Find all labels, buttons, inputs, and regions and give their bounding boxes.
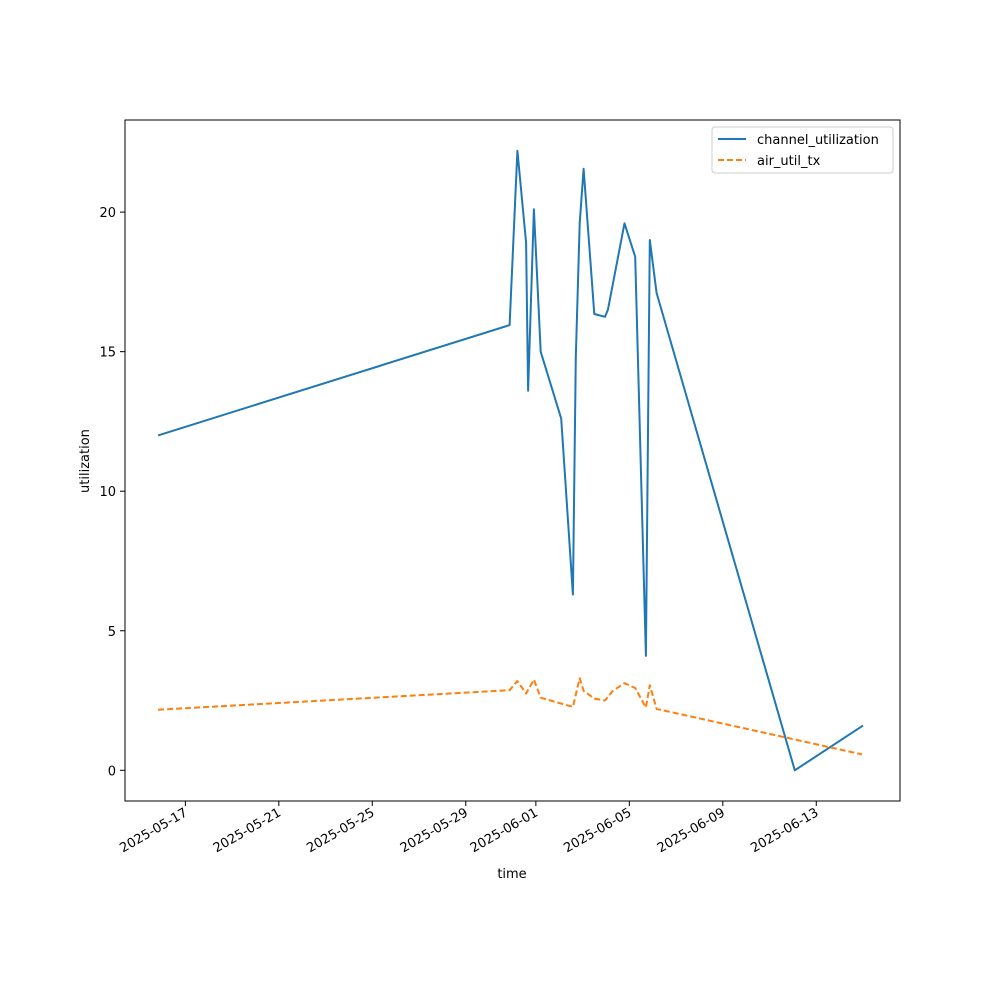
y-tick-label: 0 (108, 764, 116, 779)
y-axis: 0 5 10 15 20 (99, 206, 125, 779)
y-tick-label: 5 (108, 625, 116, 640)
plot-frame (124, 119, 901, 802)
legend-label-air-util-tx: air_util_tx (757, 154, 821, 169)
x-tick-label: 2025-05-21 (211, 805, 284, 856)
x-tick-label: 2025-06-13 (748, 805, 821, 856)
x-axis: 2025-05-17 2025-05-21 2025-05-25 2025-05-29… (117, 801, 821, 856)
x-tick-label: 2025-05-17 (117, 805, 190, 856)
x-tick-label: 2025-06-09 (655, 805, 728, 856)
series-layer (157, 149, 864, 772)
x-axis-title: time (497, 867, 526, 882)
legend-label-channel-utilization: channel_utilization (757, 133, 879, 148)
legend: channel_utilization air_util_tx (711, 126, 894, 174)
plot-area (124, 119, 901, 802)
x-tick-label: 2025-05-25 (304, 805, 377, 856)
series-line-channel-utilization (157, 149, 864, 772)
legend-frame (711, 126, 894, 174)
y-tick-label: 10 (99, 485, 116, 500)
y-tick-label: 20 (99, 206, 116, 221)
y-axis-title: utilization (78, 429, 93, 493)
x-tick-label: 2025-05-29 (398, 805, 471, 856)
x-tick-label: 2025-06-01 (468, 805, 541, 856)
x-tick-label: 2025-06-05 (561, 805, 634, 856)
series-line-air-util-tx (158, 677, 863, 756)
y-tick-label: 15 (99, 346, 116, 361)
